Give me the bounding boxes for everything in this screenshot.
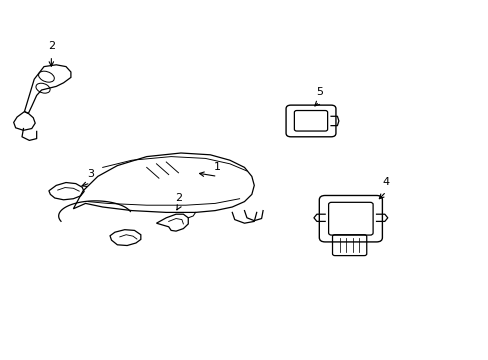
Text: 3: 3 — [87, 168, 94, 179]
Text: 2: 2 — [175, 193, 182, 203]
Text: 5: 5 — [315, 87, 322, 97]
Text: 2: 2 — [48, 41, 55, 51]
Text: 1: 1 — [214, 162, 221, 172]
Text: 4: 4 — [382, 177, 389, 187]
